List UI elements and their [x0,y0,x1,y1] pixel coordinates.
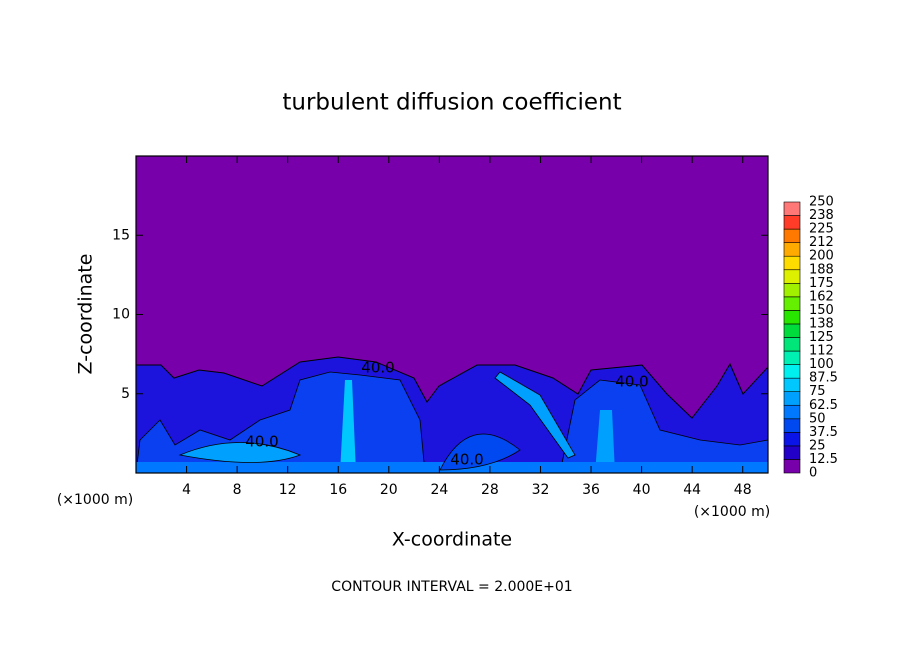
colorbar-bin [783,323,801,338]
colorbar-label: 125 [809,330,834,345]
colorbar-label: 188 [809,262,834,277]
y-axis-label: Z-coordinate [75,254,97,375]
colorbar-label: 50 [809,411,826,426]
chart-title: turbulent diffusion coefficient [282,90,621,116]
field-region [494,371,576,459]
colorbar-bin [783,418,801,433]
x-tick-label: 16 [329,482,347,498]
colorbar-bin [783,364,801,379]
colorbar-bin [783,459,801,474]
field [135,356,769,474]
x-tick-label: 32 [532,482,550,498]
footer-note: CONTOUR INTERVAL = 2.000E+01 [331,579,572,595]
colorbar-bin [783,282,801,298]
y-tick-label: 10 [112,307,130,323]
colorbar-label: 62.5 [809,398,838,413]
x-tick-label: 12 [279,482,297,498]
x-tick-label: 28 [481,482,499,498]
x-tick-label: 48 [734,482,752,498]
x-unit: (×1000 m) [694,504,770,520]
contour-label: 40.0 [361,359,394,377]
contour-label: 40.0 [245,433,278,451]
colorbar-bin [783,404,801,420]
colorbar-label: 0 [809,466,817,481]
x-tick-label: 44 [683,482,701,498]
colorbar-bin [783,337,801,352]
colorbar-label: 25 [809,438,826,453]
colorbar-bin [783,228,801,243]
field-region [439,433,521,471]
y-unit: (×1000 m) [57,492,133,508]
x-tick-label: 36 [582,482,600,498]
x-tick-label: 40 [633,482,651,498]
colorbar-bin [783,350,801,365]
field-region [595,410,615,473]
colorbar-label: 112 [809,344,834,359]
contour-label: 40.0 [615,373,648,391]
colorbar-label: 162 [809,289,834,304]
colorbar-label: 238 [809,208,834,223]
colorbar-bin [783,215,801,230]
colorbar-label: 100 [809,357,834,372]
colorbar-label: 138 [809,316,834,331]
field-region [178,442,302,463]
colorbar-bin [783,445,801,460]
colorbar-bin [783,391,801,406]
colorbar-label: 225 [809,222,834,237]
colorbar-label: 75 [809,384,826,399]
colorbar-label: 37.5 [809,425,838,440]
colorbar-bin [783,242,801,257]
colorbar-bin [783,296,801,311]
contour-label: 40.0 [450,451,483,469]
colorbar-bin [783,255,801,271]
colorbar-label: 200 [809,249,834,264]
colorbar-label: 212 [809,235,834,250]
colorbar-bin [783,310,801,325]
x-tick-label: 20 [380,482,398,498]
x-axis-label: X-coordinate [392,529,512,551]
field-region [340,380,356,473]
colorbar-label: 250 [809,195,834,210]
colorbar-bin [783,377,801,392]
y-tick-label: 15 [112,227,130,243]
x-tick-label: 8 [233,482,242,498]
colorbar-label: 87.5 [809,371,838,386]
colorbar-label: 175 [809,276,834,291]
colorbar-bin [783,432,801,447]
y-tick-label: 5 [121,386,130,402]
contour-labels: 40.0 40.0 40.0 40.0 [245,359,648,469]
colorbar-label: 12.5 [809,452,838,467]
colorbar-bin [783,269,801,284]
colorbar-label: 150 [809,303,834,318]
x-tick-label: 4 [182,482,191,498]
colorbar-bin [783,201,801,216]
x-tick-label: 24 [430,482,448,498]
